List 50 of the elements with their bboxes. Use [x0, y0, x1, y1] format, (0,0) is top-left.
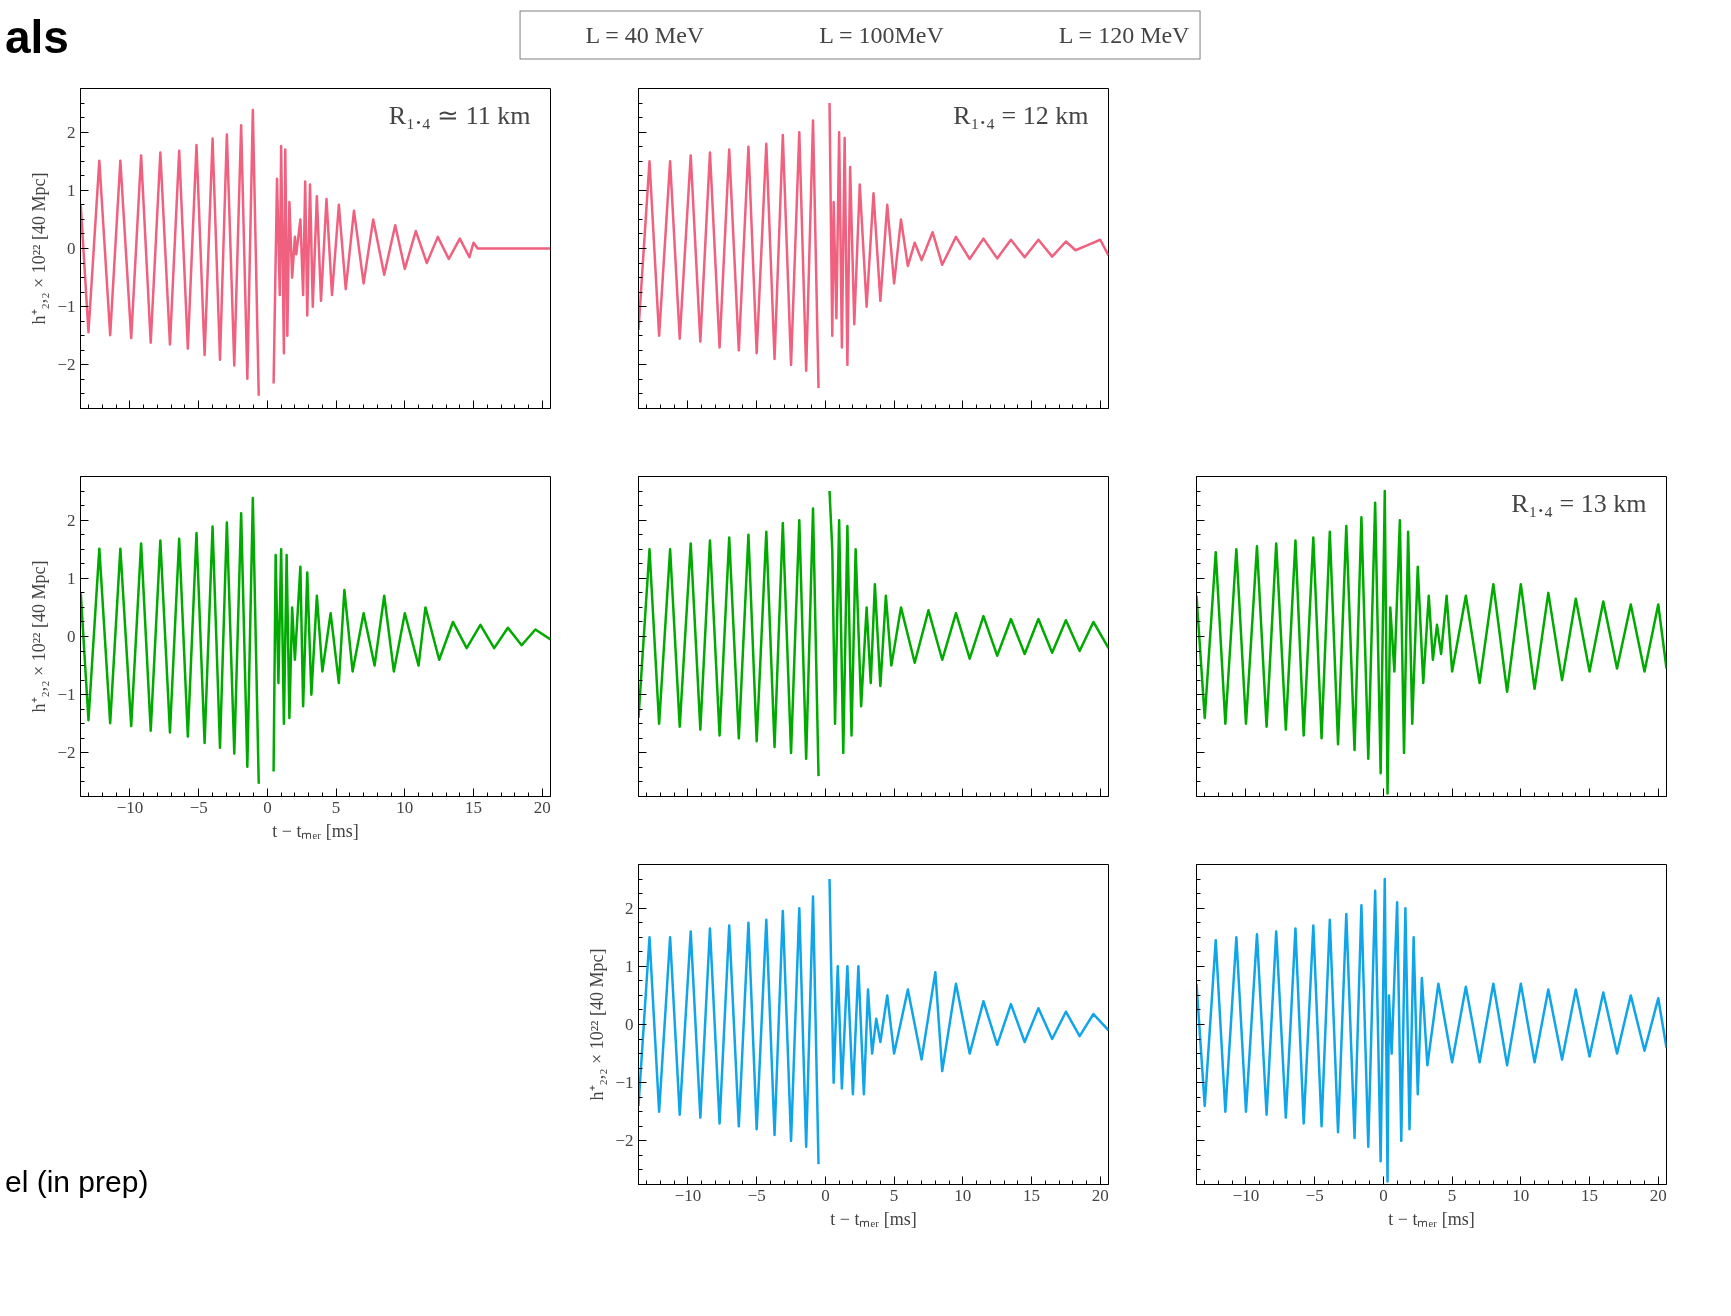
chart-title: R₁.₄ = 12 km: [953, 100, 1089, 130]
y-tick-label: 2: [67, 122, 76, 142]
text: L = 120 MeV: [1058, 21, 1190, 49]
x-tick-label: 0: [821, 1185, 830, 1205]
x-axis-title: t − tₘₑᵣ [ms]: [272, 820, 359, 841]
text: el (in prep): [5, 1164, 149, 1200]
y-tick-label: 1: [625, 956, 634, 976]
x-axis-title: t − tₘₑᵣ [ms]: [830, 1208, 917, 1229]
y-tick-label: 1: [67, 180, 76, 200]
chart-title: R₁.₄ ≃ 11 km: [388, 100, 531, 130]
y-tick-label: 0: [67, 627, 76, 646]
x-tick-label: 15: [465, 797, 483, 817]
y-axis-title: h⁺₂,₂ × 10²² [40 Mpc]: [29, 560, 50, 713]
chart-title: R₁.₄ = 13 km: [1511, 488, 1647, 518]
x-tick-label: −5: [1305, 1185, 1324, 1205]
x-tick-label: −10: [116, 797, 144, 817]
y-tick-label: 2: [67, 510, 76, 530]
x-tick-label: −10: [674, 1185, 702, 1205]
y-tick-label: −1: [615, 1073, 634, 1093]
x-tick-label: 0: [1379, 1185, 1388, 1205]
x-tick-label: 15: [1581, 1185, 1599, 1205]
x-tick-label: −5: [747, 1185, 766, 1205]
y-tick-label: −1: [57, 685, 76, 705]
y-axis-title: h⁺₂,₂ × 10²² [40 Mpc]: [29, 172, 50, 325]
x-tick-label: 10: [1512, 1185, 1530, 1205]
x-tick-label: −10: [1232, 1185, 1260, 1205]
x-tick-label: 20: [1649, 1185, 1667, 1205]
x-axis-title: t − tₘₑᵣ [ms]: [1388, 1208, 1475, 1229]
x-tick-label: 10: [954, 1185, 972, 1205]
x-tick-label: 5: [331, 797, 341, 817]
x-tick-label: 10: [396, 797, 414, 817]
y-tick-label: −2: [57, 743, 76, 763]
x-tick-label: 0: [263, 797, 272, 817]
x-tick-label: 5: [1447, 1185, 1457, 1205]
y-tick-label: 0: [625, 1015, 634, 1034]
x-tick-label: 20: [533, 797, 551, 817]
x-tick-label: 5: [889, 1185, 899, 1205]
x-tick-label: −5: [189, 797, 208, 817]
y-tick-label: −2: [57, 355, 76, 375]
text: L = 40 MeV: [585, 21, 705, 49]
y-axis-title: h⁺₂,₂ × 10²² [40 Mpc]: [587, 948, 608, 1101]
y-tick-label: −1: [57, 297, 76, 317]
y-tick-label: 2: [625, 898, 634, 918]
x-tick-label: 15: [1023, 1185, 1041, 1205]
text: als: [5, 11, 69, 63]
text: L = 100MeV: [819, 21, 944, 49]
y-tick-label: 1: [67, 568, 76, 588]
y-tick-label: −2: [615, 1131, 634, 1151]
y-tick-label: 0: [67, 239, 76, 258]
x-tick-label: 20: [1091, 1185, 1109, 1205]
